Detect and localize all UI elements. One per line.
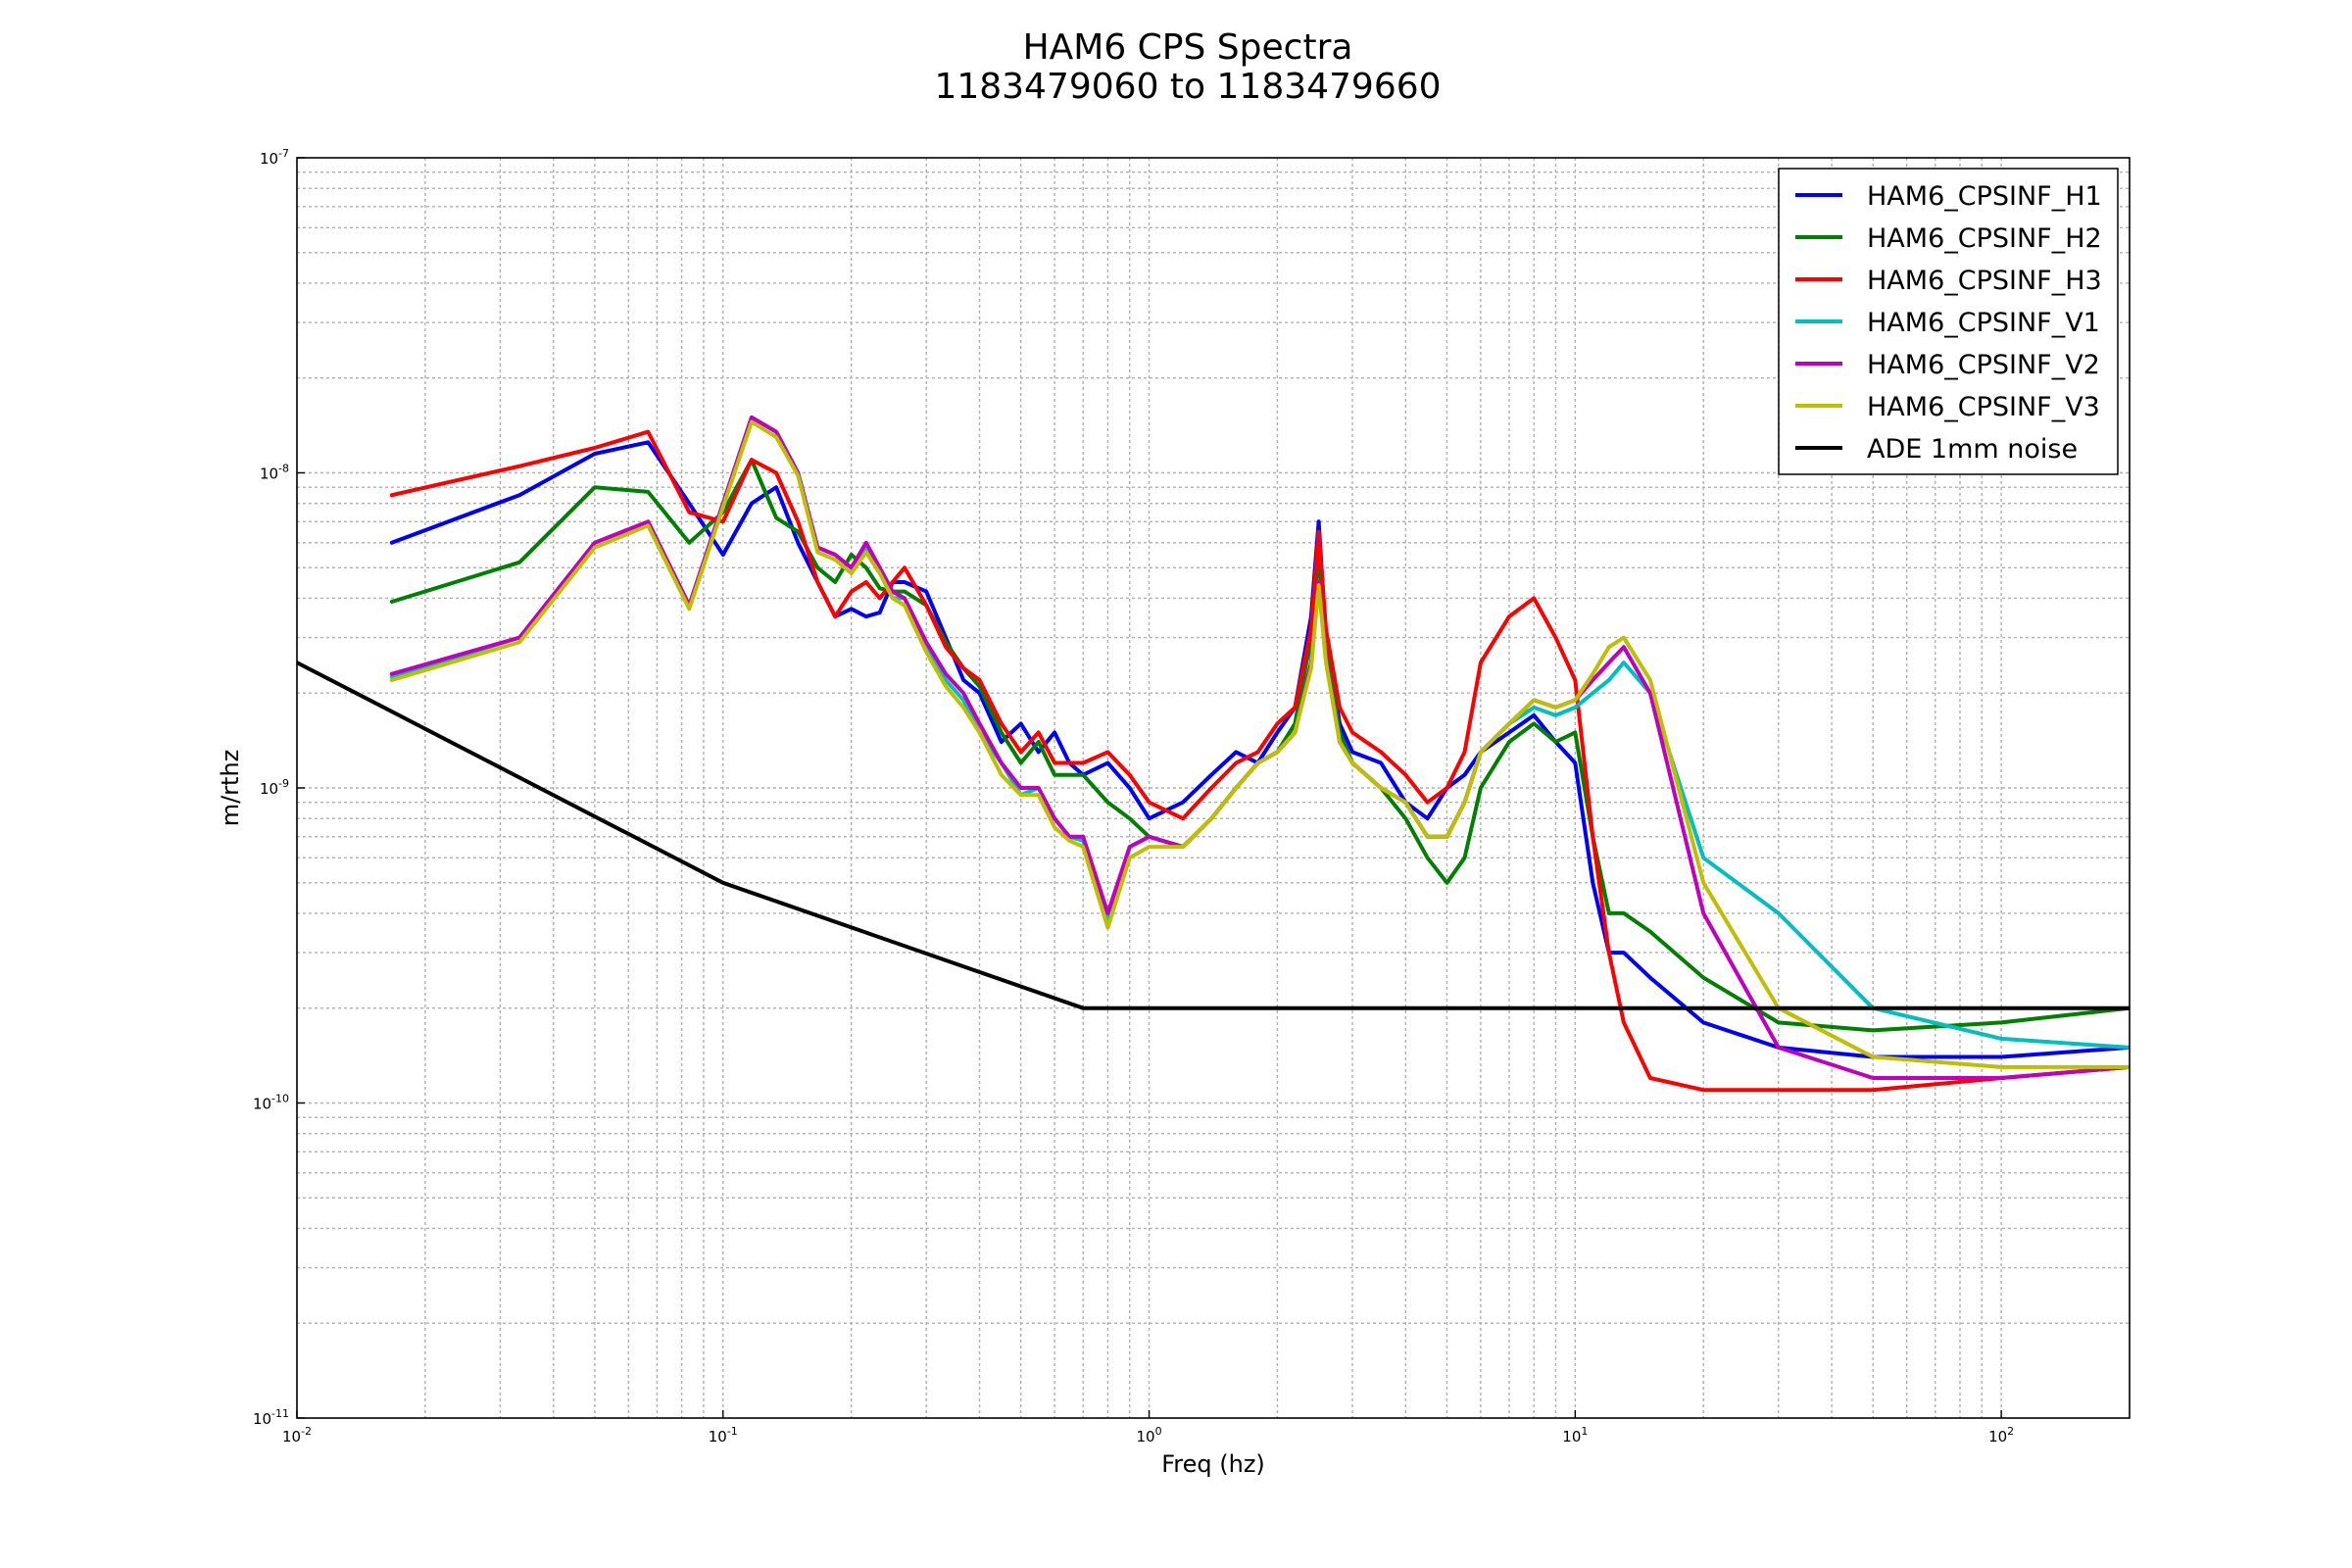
y-axis-label: m/rthz	[217, 750, 244, 827]
plot-area	[297, 415, 2130, 1093]
legend-label: HAM6_CPSINF_H3	[1867, 266, 2102, 296]
legend-label: HAM6_CPSINF_V3	[1867, 392, 2100, 422]
chart-subtitle: 1183479060 to 1183479660	[934, 67, 1441, 107]
legend: HAM6_CPSINF_H1 HAM6_CPSINF_H2 HAM6_CPSINF_…	[1778, 168, 2119, 475]
legend-label: HAM6_CPSINF_H1	[1867, 181, 2102, 212]
legend-label: HAM6_CPSINF_V2	[1867, 350, 2100, 380]
legend-label: HAM6_CPSINF_H2	[1867, 223, 2102, 254]
x-tick-label: 101	[1562, 1425, 1588, 1446]
legend-label: HAM6_CPSINF_V1	[1867, 308, 2100, 338]
y-tick-label: 10-8	[260, 463, 289, 483]
series-line-6	[389, 419, 2130, 1069]
series-line-3	[389, 429, 2130, 1093]
x-tick-label: 102	[1988, 1425, 2014, 1446]
x-tick-label: 100	[1137, 1425, 1162, 1446]
x-tick-label: 10-2	[282, 1425, 312, 1446]
x-axis-label: Freq (hz)	[1161, 1450, 1265, 1478]
legend-label: ADE 1mm noise	[1867, 434, 2078, 465]
series-line-7	[297, 661, 2130, 1010]
y-tick-label: 10-7	[260, 147, 289, 168]
chart-title: HAM6 CPS Spectra	[1023, 27, 1353, 68]
y-tick-label: 10-10	[253, 1093, 289, 1113]
x-tick-label: 10-1	[709, 1425, 738, 1446]
y-tick-label: 10-9	[260, 777, 289, 798]
plot-frame	[296, 157, 2131, 1419]
y-tick-label: 10-11	[253, 1407, 289, 1428]
